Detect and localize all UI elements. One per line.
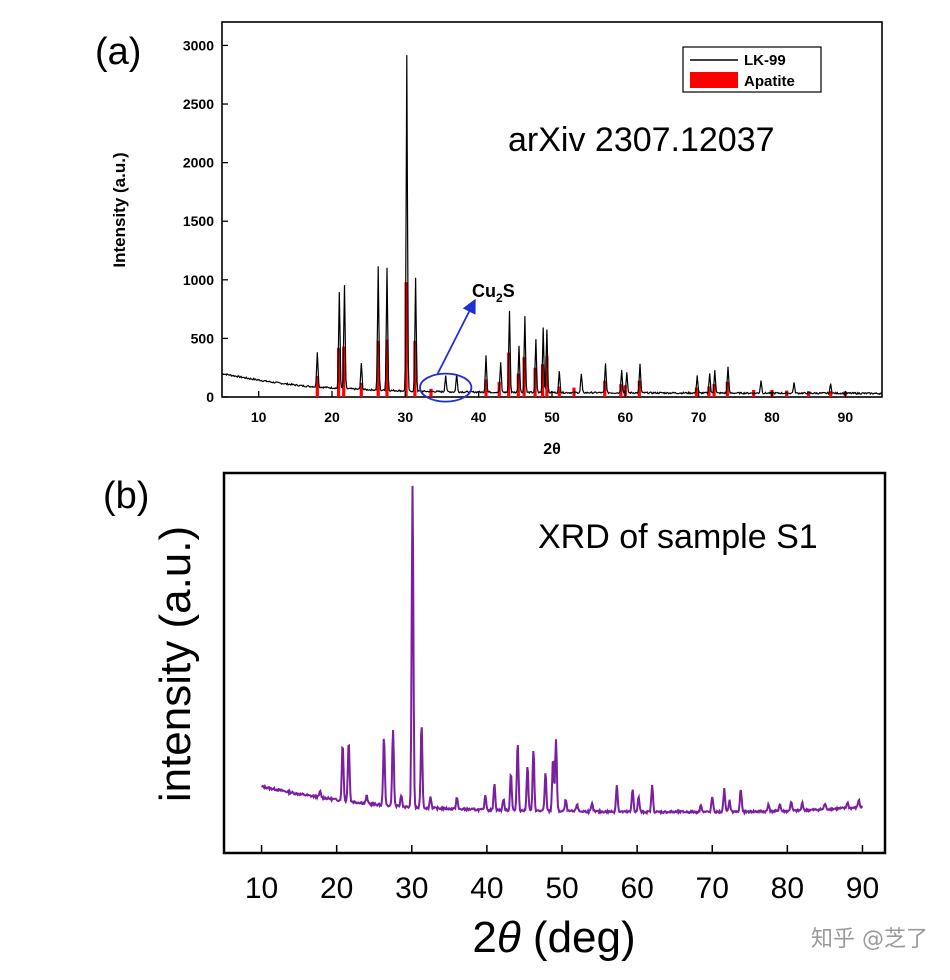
apatite-stick-4: [376, 340, 380, 398]
a-x-tick-label-6: 70: [691, 409, 707, 425]
cu2s-ellipse: [419, 372, 473, 403]
apatite-stick-5: [385, 339, 389, 397]
apatite-stick-23: [694, 387, 699, 397]
b-x-tick-label-8: 90: [846, 872, 879, 905]
cu2s-label-sub: 2: [496, 291, 503, 305]
panel-a-annotation: arXiv 2307.12037: [508, 121, 775, 159]
panel-b-x-axis-label: 2θ (deg): [472, 913, 635, 962]
panel-b-x-axis-label-suffix: (deg): [521, 913, 636, 962]
apatite-stick-30: [807, 391, 811, 397]
legend-lk99-label: LK-99: [744, 52, 786, 69]
panel-a-x-axis-label: 2θ: [543, 441, 561, 458]
apatite-stick-24: [707, 386, 711, 397]
watermark: 知乎 @芝了: [811, 927, 928, 952]
apatite-stick-12: [516, 373, 520, 397]
panel-a-y-ticks: 0 500 1000 1500 2000 2500 3000: [183, 37, 228, 405]
b-x-tick-label-0: 10: [245, 872, 278, 905]
apatite-stick-19: [603, 380, 607, 397]
a-y-tick-label-6: 3000: [183, 37, 214, 53]
apatite-stick-9: [484, 379, 488, 397]
panel-b-annotation: XRD of sample S1: [538, 518, 818, 556]
a-y-tick-label-4: 2000: [183, 155, 214, 171]
apatite-stick-16: [545, 356, 549, 397]
a-y-tick-label-1: 500: [191, 330, 215, 346]
b-x-tick-label-6: 70: [696, 872, 729, 905]
panel-a-label: (a): [95, 31, 141, 73]
apatite-stick-20: [619, 384, 623, 397]
a-x-tick-label-7: 80: [764, 409, 780, 425]
a-y-tick-label-5: 2500: [183, 96, 214, 112]
panel-b-label: (b): [103, 475, 149, 517]
panel-b: (b) 10 20 30 40 50 60 70 80 90 XRD of sample S1 …: [103, 471, 887, 962]
cu2s-label-main: Cu: [472, 281, 496, 301]
b-x-tick-label-4: 50: [545, 872, 578, 905]
apatite-stick-31: [829, 391, 833, 397]
a-x-tick-label-0: 10: [251, 409, 267, 425]
panel-b-plot-frame: [222, 471, 887, 855]
a-x-tick-label-2: 30: [398, 409, 414, 425]
apatite-stick-3: [359, 382, 363, 397]
panel-b-x-axis-label-prefix: 2: [472, 913, 496, 962]
a-x-tick-label-4: 50: [544, 409, 560, 425]
apatite-stick-7: [413, 340, 417, 398]
b-x-tick-label-2: 30: [395, 872, 428, 905]
panel-a: (a) 10 20 30 40 50 60 70 80 90 0 500 1000 1500 2000 2…: [95, 21, 883, 458]
b-x-tick-label-3: 40: [470, 872, 503, 905]
legend-apatite-label: Apatite: [744, 73, 795, 90]
cu2s-label-tail: S: [503, 281, 515, 301]
a-y-tick-label-3: 1500: [183, 213, 214, 229]
cu2s-annotation: Cu2S: [419, 281, 515, 403]
a-y-tick-label-2: 1000: [183, 272, 214, 288]
panel-b-x-axis-label-symbol: θ: [497, 913, 521, 962]
a-x-tick-label-1: 20: [324, 409, 340, 425]
s1-xrd-line: [260, 485, 864, 816]
apatite-stick-8: [429, 388, 433, 397]
panel-b-y-axis-label: intensity (a.u.): [151, 526, 200, 802]
apatite-stick-6: [404, 282, 408, 397]
b-x-tick-label-1: 20: [320, 872, 353, 905]
cu2s-label: Cu2S: [472, 281, 515, 305]
panel-a-legend: LK-99 Apatite: [682, 46, 822, 93]
apatite-stick-17: [557, 386, 561, 397]
apatite-stick-15: [540, 364, 545, 397]
legend-apatite-swatch: [690, 72, 738, 88]
apatite-stick-0: [315, 375, 319, 397]
panel-a-y-axis-label: Intensity (a.u.): [110, 152, 129, 267]
cu2s-arrow: [436, 298, 476, 375]
panel-a-x-ticks: 10 20 30 40 50 60 70 80 90: [251, 391, 853, 425]
a-y-tick-label-0: 0: [206, 389, 214, 405]
apatite-stick-25: [712, 384, 716, 397]
b-x-tick-label-5: 60: [620, 872, 653, 905]
panel-b-x-ticks: 10 20 30 40 50 60 70 80 90: [245, 845, 879, 905]
b-x-tick-label-7: 80: [771, 872, 804, 905]
a-x-tick-label-5: 60: [618, 409, 634, 425]
a-x-tick-label-8: 90: [838, 409, 854, 425]
a-x-tick-label-3: 40: [471, 409, 487, 425]
apatite-stick-22: [637, 380, 641, 397]
apatite-stick-26: [725, 381, 729, 397]
